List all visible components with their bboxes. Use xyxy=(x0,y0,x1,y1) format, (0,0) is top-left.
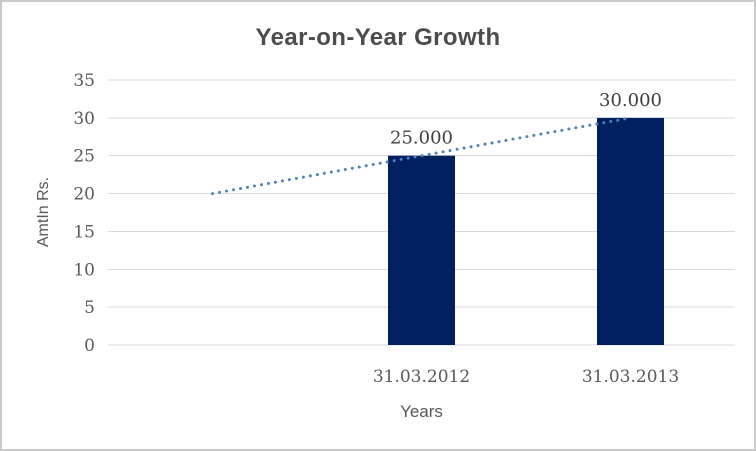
bar xyxy=(597,117,664,345)
y-tick-label: 25 xyxy=(73,147,95,167)
y-tick-label: 5 xyxy=(84,298,95,318)
y-tick-label: 10 xyxy=(73,260,95,280)
y-tick-label: 35 xyxy=(73,71,95,91)
bar xyxy=(388,155,455,345)
chart-title: Year-on-Year Growth xyxy=(255,24,501,51)
y-tick-label: 0 xyxy=(84,336,95,356)
y-tick-label: 20 xyxy=(73,185,95,205)
bar-data-label: 30.000 xyxy=(599,90,662,111)
y-tick-label: 15 xyxy=(73,222,95,242)
x-tick-label: 31.03.2012 xyxy=(373,367,470,387)
x-tick-label: 31.03.2013 xyxy=(582,367,679,387)
bar-data-label: 25.000 xyxy=(390,128,453,149)
x-axis-title: Years xyxy=(400,402,443,421)
trendline xyxy=(211,116,632,196)
y-tick-label: 30 xyxy=(73,109,95,129)
